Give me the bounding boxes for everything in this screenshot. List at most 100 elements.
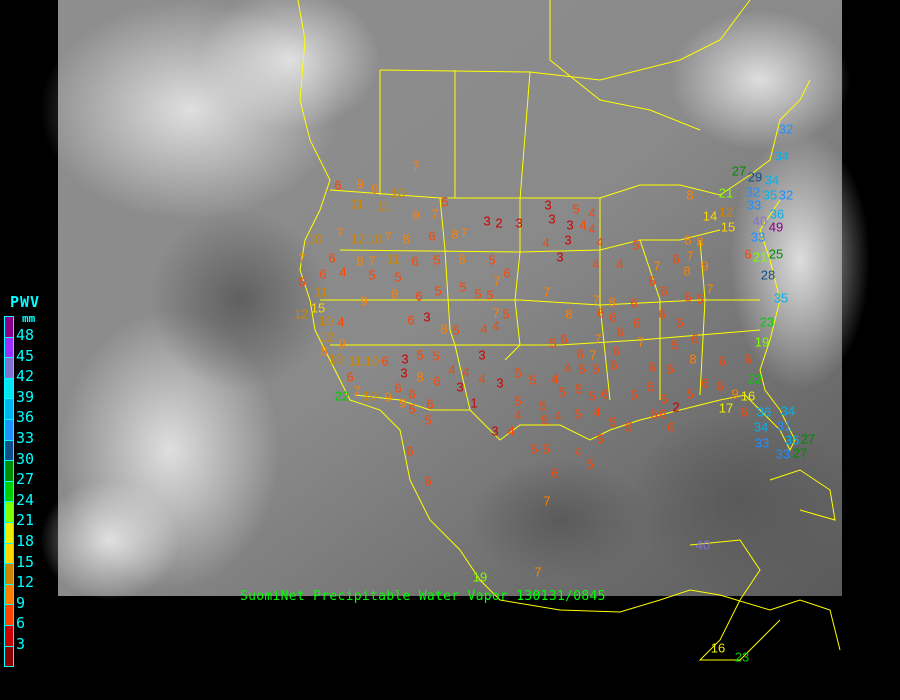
- legend-label: 48: [16, 326, 35, 344]
- station-pwv-value: 3: [400, 365, 407, 380]
- station-pwv-value: 8: [686, 187, 693, 202]
- station-pwv-value: 7: [336, 225, 343, 240]
- legend-swatch: [4, 418, 14, 440]
- station-pwv-value: 7: [686, 248, 693, 263]
- station-pwv-value: 6: [406, 443, 413, 458]
- station-pwv-value: 33: [755, 435, 769, 450]
- station-pwv-value: 10: [308, 231, 322, 246]
- station-pwv-value: 25: [769, 246, 783, 261]
- station-pwv-value: 34: [765, 172, 779, 187]
- station-pwv-value: 6: [610, 357, 617, 372]
- legend-label: 9: [16, 593, 26, 612]
- station-pwv-value: 7: [412, 158, 419, 173]
- station-pwv-value: 31: [777, 418, 791, 433]
- station-pwv-value: 3: [566, 217, 573, 232]
- station-pwv-value: 22: [335, 388, 349, 403]
- station-pwv-value: 8: [402, 231, 409, 246]
- station-pwv-value: 7: [592, 292, 599, 307]
- legend-swatch: [4, 583, 14, 605]
- station-pwv-value: 4: [616, 256, 623, 271]
- station-pwv-value: 5: [676, 315, 683, 330]
- station-pwv-value: 10: [363, 388, 377, 403]
- station-pwv-value: 4: [337, 314, 344, 329]
- station-pwv-value: 5: [434, 283, 441, 298]
- station-pwv-value: 5: [572, 201, 579, 216]
- legend-label: 30: [16, 449, 35, 468]
- station-pwv-value: 8: [608, 294, 615, 309]
- station-pwv-value: 36: [757, 404, 771, 419]
- station-pwv-value: 9: [701, 258, 708, 273]
- station-pwv-value: 4: [480, 321, 487, 336]
- station-pwv-value: 6: [551, 465, 558, 480]
- legend-color-bar: [4, 316, 14, 668]
- station-pwv-value: 34: [754, 419, 768, 434]
- map-caption: SuomiNet Precipitable Water Vapor 130131…: [240, 589, 606, 604]
- station-pwv-value: 19: [755, 334, 769, 349]
- station-pwv-value: 3: [456, 379, 463, 394]
- station-pwv-value: 6: [576, 346, 583, 361]
- station-pwv-value: 5: [647, 379, 654, 394]
- station-pwv-value: 5: [542, 441, 549, 456]
- station-pwv-value: 7: [534, 564, 541, 579]
- station-pwv-value: 7: [543, 493, 550, 508]
- station-pwv-value: 6: [609, 309, 616, 324]
- station-pwv-value: 28: [761, 267, 775, 282]
- station-pwv-value: 5: [625, 419, 632, 434]
- legend-swatch: [4, 460, 14, 481]
- station-pwv-value: 4: [339, 264, 346, 279]
- station-pwv-value: 12: [351, 231, 365, 246]
- legend-swatch: [4, 645, 14, 668]
- station-pwv-value: 27: [732, 163, 746, 178]
- legend-unit: mm: [22, 312, 36, 325]
- station-pwv-value: 9: [356, 176, 363, 191]
- station-pwv-value: 7: [589, 347, 596, 362]
- station-pwv-value: 8: [356, 253, 363, 268]
- station-pwv-value: 7: [637, 334, 644, 349]
- station-pwv-value: 14: [703, 208, 717, 223]
- station-pwv-value: 5: [452, 322, 459, 337]
- station-pwv-value: 11: [377, 198, 391, 213]
- station-pwv-value: 5: [632, 237, 639, 252]
- station-pwv-value: 6: [601, 386, 608, 401]
- station-pwv-value: 4: [462, 364, 469, 379]
- station-pwv-value: 4: [478, 371, 485, 386]
- station-pwv-value: 8: [458, 251, 465, 266]
- station-pwv-value: 4: [542, 235, 549, 250]
- station-pwv-value: 7: [493, 273, 500, 288]
- station-pwv-value: 6: [740, 404, 747, 419]
- station-pwv-value: 12: [320, 329, 334, 344]
- legend-swatch: [4, 542, 14, 564]
- station-pwv-value: 5: [424, 412, 431, 427]
- station-pwv-value: 22: [748, 371, 762, 386]
- station-pwv-value: 6: [718, 353, 725, 368]
- station-pwv-value: 32: [746, 184, 760, 199]
- station-pwv-value: 3: [478, 347, 485, 362]
- legend-swatch: [4, 604, 14, 625]
- station-pwv-value: 6: [648, 359, 655, 374]
- station-pwv-value: 6: [319, 266, 326, 281]
- legend-swatch: [4, 563, 14, 584]
- station-pwv-value: 7: [594, 331, 601, 346]
- station-pwv-value: 5: [574, 406, 581, 421]
- station-pwv-value: 8: [416, 369, 423, 384]
- station-pwv-value: 6: [650, 406, 657, 421]
- station-pwv-value: 23: [760, 314, 774, 329]
- station-pwv-value: 5: [433, 252, 440, 267]
- station-pwv-value: 23: [735, 649, 749, 664]
- station-pwv-value: 6: [560, 331, 567, 346]
- station-pwv-value: 6: [394, 380, 401, 395]
- station-pwv-value: 6: [616, 324, 623, 339]
- station-pwv-value: 9: [338, 336, 345, 351]
- station-pwv-value: 9: [360, 293, 367, 308]
- station-pwv-value: 7: [353, 383, 360, 398]
- station-pwv-value: 4: [588, 221, 595, 236]
- station-pwv-value: 3: [483, 213, 490, 228]
- station-pwv-value: 36: [785, 432, 799, 447]
- legend-label: 33: [16, 429, 35, 447]
- station-pwv-value: 4: [551, 371, 558, 386]
- station-pwv-value: 6: [744, 246, 751, 261]
- station-pwv-value: 10: [329, 351, 343, 366]
- station-pwv-value: 5: [514, 365, 521, 380]
- station-pwv-value: 34: [775, 148, 789, 163]
